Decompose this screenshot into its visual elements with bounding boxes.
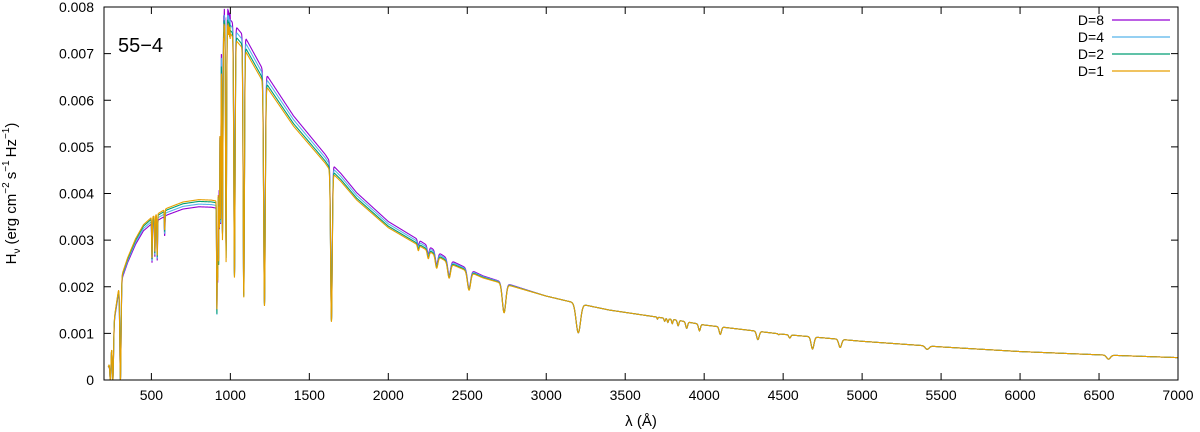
x-tick-label: 6500 (1083, 387, 1114, 403)
ylabel-rest: (erg cm (3, 194, 20, 245)
x-tick-label: 6000 (1004, 387, 1035, 403)
x-tick-label: 1000 (215, 387, 246, 403)
x-tick-label: 4500 (768, 387, 799, 403)
ylabel-main: H (3, 254, 20, 265)
x-tick-label: 1500 (294, 387, 325, 403)
ticks-group: 500 1000 1500 2000 2500 3000 3500 4000 4500 5000 5… (59, 0, 1194, 403)
series-line-d-2 (107, 19, 1179, 381)
series-line-d-4 (107, 14, 1179, 381)
legend: D=8D=4D=2D=1 (1078, 12, 1170, 79)
x-tick-label: 3000 (531, 387, 562, 403)
ylabel-mid2: Hz (3, 139, 20, 157)
x-axis-label: λ (Å) (625, 413, 657, 430)
y-tick-label: 0.002 (59, 279, 94, 295)
panel-annotation: 55−4 (118, 35, 163, 57)
y-tick-label: 0.001 (59, 325, 94, 341)
legend-label: D=1 (1078, 63, 1104, 79)
ylabel-exp1: −2 (1, 182, 12, 194)
legend-label: D=8 (1078, 12, 1104, 28)
y-tick-label: 0.005 (59, 139, 94, 155)
legend-label: D=2 (1078, 46, 1104, 62)
x-tick-label: 7000 (1162, 387, 1193, 403)
y-tick-label: 0.006 (59, 92, 94, 108)
y-axis-label: Hν(erg cm−2s−1Hz−1) (1, 123, 23, 265)
ylabel-close: ) (3, 123, 20, 128)
x-tick-label: 500 (140, 387, 164, 403)
legend-label: D=4 (1078, 29, 1104, 45)
x-tick-label: 3500 (610, 387, 641, 403)
x-tick-label: 5500 (926, 387, 957, 403)
x-tick-label: 4000 (689, 387, 720, 403)
x-tick-label: 2000 (373, 387, 404, 403)
ylabel-mid1: s (3, 172, 20, 180)
series-line-d-8 (107, 8, 1179, 381)
series-line-d-1 (107, 23, 1179, 381)
y-tick-label: 0.008 (59, 0, 94, 15)
ylabel-exp2: −1 (1, 160, 12, 172)
series-group (107, 8, 1179, 381)
y-tick-label: 0 (86, 372, 94, 388)
x-tick-label: 5000 (847, 387, 878, 403)
y-tick-label: 0.003 (59, 232, 94, 248)
x-tick-label: 2500 (452, 387, 483, 403)
y-tick-label: 0.007 (59, 46, 94, 62)
y-tick-label: 0.004 (59, 186, 94, 202)
ylabel-exp3: −1 (1, 127, 12, 139)
ylabel-sub: ν (12, 249, 23, 254)
